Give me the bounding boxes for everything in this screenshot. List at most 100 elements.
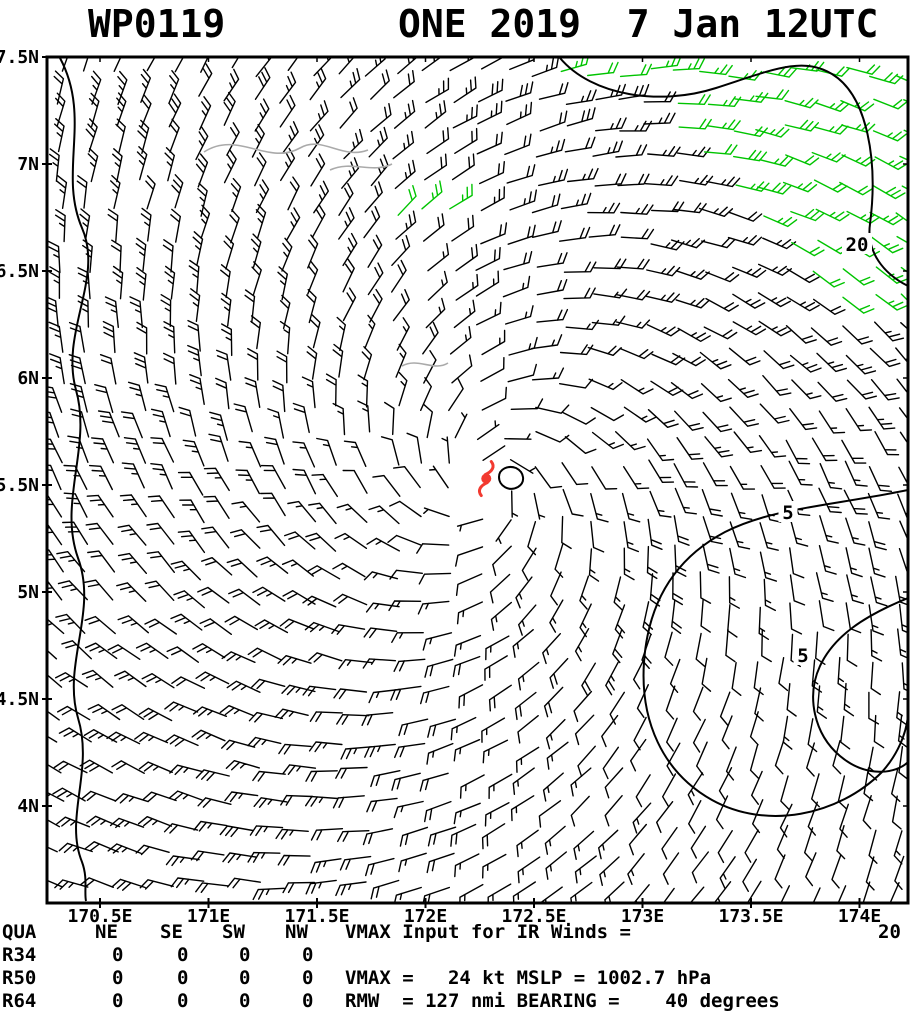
wind-barb [362, 658, 397, 669]
wind-barb [749, 744, 759, 779]
wind-barb [146, 57, 156, 72]
wind-barb [53, 70, 65, 105]
wind-barb [763, 215, 798, 228]
wind-barb [704, 436, 734, 458]
wind-barb [763, 578, 776, 612]
wind-barb [112, 265, 124, 300]
wind-barb [567, 167, 599, 183]
wind-barb [573, 690, 593, 723]
wind-barb [47, 649, 58, 660]
wind-barb [424, 658, 454, 678]
wind-barb [868, 547, 886, 578]
wind-barb [749, 711, 759, 746]
wind-barb [811, 437, 838, 462]
wind-barb [789, 547, 805, 579]
wind-barb [179, 499, 205, 524]
wind-barb [705, 297, 739, 312]
wind-barb [619, 63, 652, 78]
x-tick-label: 174E [838, 906, 881, 927]
wind-barb [311, 204, 326, 238]
r50-sw: 0 [239, 967, 251, 989]
x-tick-label: 172.5E [501, 906, 566, 927]
wind-barb [842, 268, 875, 286]
wind-barb [364, 181, 383, 213]
wind-barb [370, 69, 390, 100]
wind-barb [113, 57, 122, 72]
wind-barb [868, 691, 880, 725]
wind-barb [546, 741, 569, 770]
wind-barb [511, 490, 519, 518]
stats-col-ne: NE [95, 921, 118, 943]
wind-barb [282, 121, 299, 154]
wind-barb [357, 400, 371, 433]
r50-ne: 0 [112, 967, 124, 989]
wind-barb [613, 576, 623, 611]
wind-barb [325, 373, 337, 407]
wind-barb [163, 352, 177, 385]
wind-barb [342, 258, 355, 293]
wind-barb [816, 352, 847, 373]
wind-barb [565, 89, 597, 105]
wind-barb [380, 436, 400, 466]
wind-barb [692, 686, 704, 721]
wind-barb [649, 490, 672, 518]
wind-barb [732, 321, 767, 336]
wind-barb [789, 602, 803, 635]
wind-barb [903, 129, 908, 133]
wind-barb [475, 247, 501, 271]
wind-barb [789, 354, 822, 373]
wind-barb [99, 354, 117, 385]
wind-barb [47, 522, 63, 546]
wind-barb [598, 829, 619, 860]
wind-barb [896, 378, 908, 395]
wind-barb [398, 371, 408, 407]
wind-barb [306, 288, 317, 324]
wind-barb [367, 234, 383, 268]
wind-barb [54, 209, 66, 243]
wind-barb [102, 320, 116, 354]
wind-barb [810, 327, 843, 346]
wind-barb [309, 711, 343, 723]
wind-barb [758, 435, 787, 458]
wind-barb [150, 437, 175, 463]
wind-barb [308, 741, 343, 753]
wind-barb [804, 827, 814, 862]
wind-barb [135, 237, 147, 272]
contour-line [812, 597, 908, 773]
wind-barb [815, 208, 850, 222]
wind-barb [903, 99, 908, 103]
wind-barb [335, 766, 368, 779]
wind-barb [728, 347, 761, 366]
wind-barb [342, 232, 358, 267]
wind-barb [91, 70, 102, 105]
wind-barb [76, 175, 88, 209]
x-tick-label: 171.5E [284, 906, 349, 927]
storm-id-title: WP0119 [88, 2, 226, 46]
wind-barb [790, 61, 825, 72]
wind-barb [254, 98, 270, 132]
wind-barb [395, 343, 407, 378]
wind-barb [895, 347, 908, 364]
wind-barb [515, 746, 540, 773]
wind-barb [423, 213, 445, 242]
wind-barb [731, 662, 742, 696]
wind-barb [677, 94, 711, 105]
stats-col-nw: NW [285, 921, 308, 943]
wind-barb [733, 431, 763, 453]
wind-barb [815, 572, 834, 602]
wind-barb [774, 854, 786, 889]
wind-barb [891, 767, 901, 802]
wind-barb [480, 357, 505, 382]
wind-barb [392, 289, 410, 322]
wind-barb [427, 243, 450, 272]
wind-barb [332, 343, 344, 378]
wind-barb [450, 823, 477, 847]
wind-barb [485, 635, 510, 661]
wind-barb [623, 547, 635, 581]
wind-barb [758, 320, 792, 337]
wind-barb [488, 773, 513, 800]
wind-barb [728, 211, 763, 222]
wind-barb [292, 402, 310, 434]
wind-barb [538, 800, 562, 828]
wind-barb [336, 503, 368, 523]
